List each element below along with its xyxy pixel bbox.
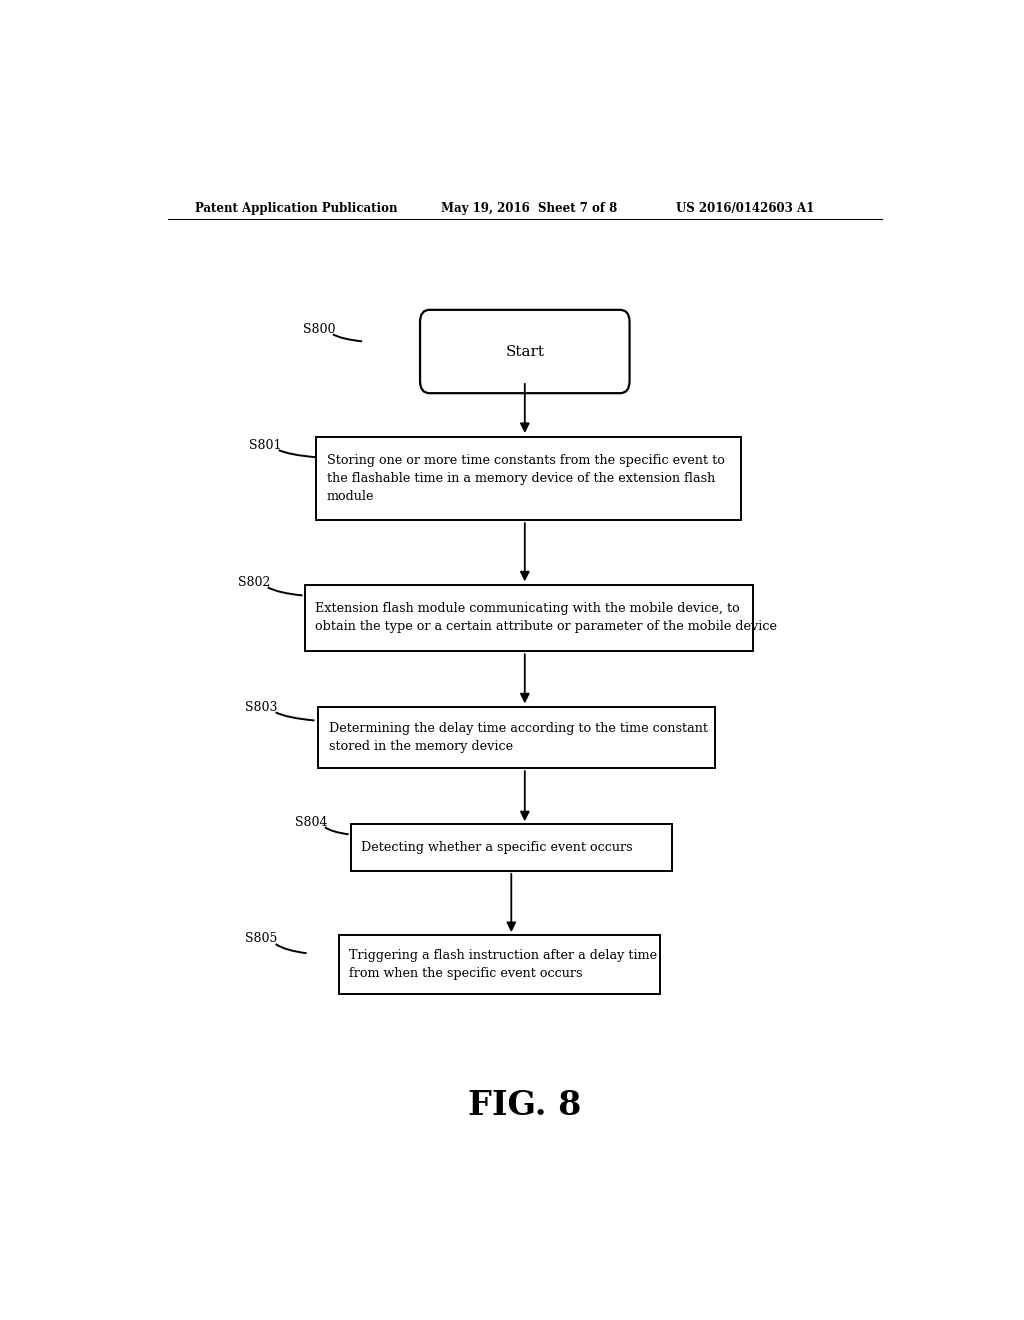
- FancyBboxPatch shape: [420, 310, 630, 393]
- Text: Storing one or more time constants from the specific event to
the flashable time: Storing one or more time constants from …: [327, 454, 725, 503]
- Bar: [350, 824, 672, 871]
- Text: Patent Application Publication: Patent Application Publication: [196, 202, 398, 215]
- Text: S803: S803: [246, 701, 278, 714]
- Text: Detecting whether a specific event occurs: Detecting whether a specific event occur…: [360, 841, 633, 854]
- Bar: [318, 708, 715, 768]
- Text: Triggering a flash instruction after a delay time
from when the specific event o: Triggering a flash instruction after a d…: [349, 949, 657, 979]
- Text: US 2016/0142603 A1: US 2016/0142603 A1: [676, 202, 814, 215]
- Bar: [316, 437, 741, 520]
- Text: S800: S800: [303, 322, 335, 335]
- Text: May 19, 2016  Sheet 7 of 8: May 19, 2016 Sheet 7 of 8: [441, 202, 617, 215]
- Text: Determining the delay time according to the time constant
stored in the memory d: Determining the delay time according to …: [329, 722, 708, 754]
- Text: S802: S802: [238, 576, 270, 589]
- Text: S801: S801: [249, 438, 282, 451]
- Bar: [339, 935, 660, 994]
- Text: Start: Start: [505, 345, 545, 359]
- Text: FIG. 8: FIG. 8: [468, 1089, 582, 1122]
- Text: S805: S805: [246, 932, 278, 945]
- Text: Extension flash module communicating with the mobile device, to
obtain the type : Extension flash module communicating wit…: [315, 602, 777, 634]
- Bar: [304, 585, 753, 651]
- Text: S804: S804: [295, 816, 327, 829]
